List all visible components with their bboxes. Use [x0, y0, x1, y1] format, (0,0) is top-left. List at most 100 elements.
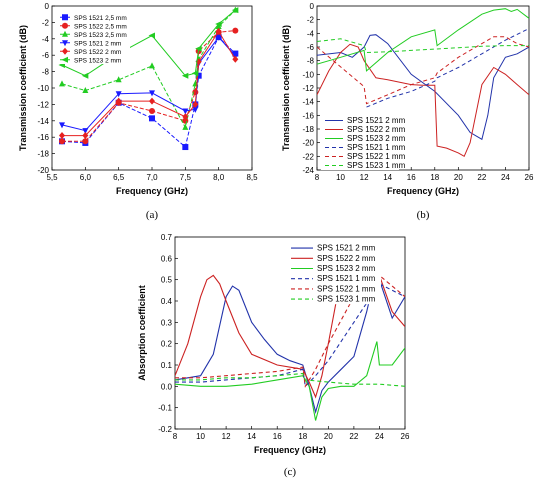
panel-c-x-tick-label: 24: [375, 432, 384, 441]
panel-c-legend-label-3: SPS 1521 1 mm: [317, 274, 376, 283]
panel-b-y-tick-label: -10: [302, 70, 314, 79]
panel-c-x-tick-label: 14: [247, 432, 256, 441]
panel-a-series-3-point: [182, 108, 189, 115]
panel-c-y-tick-label: -0.2: [158, 425, 172, 434]
panel-a-series-3-point: [115, 91, 122, 98]
panel-c-y-tick-label: 0.6: [161, 254, 173, 263]
panel-b-x-tick-label: 26: [525, 173, 534, 182]
panel-b-legend-label-4: SPS 1522 1 mm: [347, 152, 406, 161]
panel-b-series-line-2: [317, 8, 529, 72]
panel-c-series-line-5: [175, 372, 405, 387]
panel-a-series-3-point: [59, 122, 65, 129]
panel-a-series-1-point: [59, 138, 65, 145]
panel-b-y-tick-label: -12: [302, 84, 314, 93]
panel-a-y-tick-label: -2: [42, 18, 50, 27]
panel-c-x-tick-label: 16: [273, 432, 282, 441]
panel-b-x-tick-label: 10: [336, 173, 345, 182]
panel-a-y-tick-label: -4: [42, 35, 50, 44]
panel-c-y-axis-label: Absorption coefficient: [137, 285, 147, 381]
panel-a-y-axis-label: Transmission coefficient (dB): [18, 25, 28, 151]
panel-c-legend-label-1: SPS 1522 2 mm: [317, 254, 376, 263]
panel-c-x-tick-label: 20: [324, 432, 333, 441]
panel-c-legend-label-5: SPS 1523 1 mm: [317, 295, 376, 304]
panel-b-y-tick-label: 0: [310, 2, 315, 11]
panel-a-legend-label-2: SPS 1523 2,5 mm: [74, 32, 127, 39]
panel-c-x-tick-label: 10: [196, 432, 205, 441]
panel-a-series-5-point: [215, 21, 222, 28]
panel-a-series-5-point: [191, 70, 199, 77]
panel-a-series-4-point: [192, 100, 199, 108]
panel-a-series-0-point: [149, 115, 155, 122]
panel-a-legend-label-4: SPS 1522 2 mm: [74, 49, 121, 56]
panel-c-series-line-3: [175, 283, 405, 388]
panel-a-legend-marker-4: [62, 47, 68, 55]
panel-b-x-tick-label: 12: [360, 173, 369, 182]
panel-b-series-line-1: [317, 43, 529, 158]
panel-a-legend-marker-2: [62, 30, 68, 37]
panel-c-y-tick-label: 0.5: [161, 276, 173, 285]
panel-b-legend-label-1: SPS 1522 2 mm: [347, 125, 406, 134]
panel-a-legend-marker-5: [61, 56, 68, 63]
panel-a-series-4-point: [215, 27, 222, 35]
panel-a-x-tick-label: 6,5: [113, 173, 125, 182]
panel-a-caption-label: (a): [146, 209, 159, 221]
panel-b-y-tick-label: -18: [302, 125, 314, 134]
panel-a-legend-label-0: SPS 1521 2,5 mm: [74, 15, 127, 22]
panel-c-x-tick-label: 18: [298, 432, 307, 441]
panel-a-x-tick-label: 7,0: [146, 173, 158, 182]
panel-a-legend-marker-0: [62, 14, 68, 21]
panel-a-y-tick-label: -6: [42, 51, 50, 60]
panel-a-y-tick-label: -14: [37, 117, 49, 126]
panel-b-x-tick-label: 18: [430, 173, 439, 182]
panel-b-x-tick-label: 24: [501, 173, 510, 182]
panel-a-x-tick-label: 5,5: [46, 173, 58, 182]
panel-a-series-5-point: [195, 45, 202, 52]
panel-b-series-line-4: [317, 36, 529, 105]
panel-a-series-5-point: [148, 32, 155, 39]
panel-c-y-tick-label: 0.1: [161, 361, 173, 370]
panel-a-x-tick-label: 8,0: [213, 173, 225, 182]
panel-a-y-tick-label: -10: [37, 84, 49, 93]
panel-a-y-tick-label: -12: [37, 100, 49, 109]
panel-a-y-tick-label: -18: [37, 150, 49, 159]
panel-a-series-4-point: [115, 97, 122, 105]
panel-a-series-4-point: [149, 97, 155, 105]
panel-a-legend-label-3: SPS 1521 2 mm: [74, 40, 121, 47]
panel-a-series-1-point: [82, 138, 89, 145]
panel-a-series-2-point: [215, 23, 222, 29]
panel-c-y-tick-label: -0.1: [158, 404, 172, 413]
panel-a-x-tick-label: 6,0: [80, 173, 92, 182]
panel-c-legend-box: [287, 239, 381, 305]
panel-b-y-tick-label: -22: [302, 152, 314, 161]
panel-b-legend-label-3: SPS 1521 1 mm: [347, 143, 406, 152]
panel-a-series-5-point: [81, 72, 89, 79]
panel-a-series-1-point: [149, 107, 155, 114]
panel-c-y-tick-label: 0.2: [161, 340, 173, 349]
panel-a-series-2-point: [59, 80, 65, 87]
panel-b-legend-label-5: SPS 1523 1 mm: [347, 161, 406, 170]
panel-c-x-tick-label: 26: [401, 432, 410, 441]
panel-b-y-tick-label: -2: [307, 16, 315, 25]
panel-b-series-group: [317, 8, 529, 158]
panel-a-x-axis-label: Frequency (GHz): [116, 186, 188, 196]
panel-c-x-tick-label: 22: [349, 432, 358, 441]
panel-b-x-tick-label: 16: [407, 173, 416, 182]
panel-b-legend-box: [321, 112, 399, 170]
panel-c-legend-label-2: SPS 1523 2 mm: [317, 264, 376, 273]
panel-c-series-line-2: [175, 341, 405, 421]
panel-b-legend-label-2: SPS 1523 2 mm: [347, 134, 406, 143]
panel-a-y-tick-label: 0: [45, 2, 50, 11]
panel-a-series-3-point: [82, 128, 89, 135]
panel-a-legend-label-1: SPS 1522 2,5 mm: [74, 23, 127, 30]
panel-b-x-tick-label: 22: [477, 173, 486, 182]
panel-c-x-tick-label: 12: [222, 432, 231, 441]
panel-c-caption-label: (c): [284, 466, 297, 478]
panel-c-x-tick-label: 8: [173, 432, 178, 441]
panel-a-series-4-point: [59, 132, 65, 140]
panel-a-series-0-point: [195, 72, 202, 79]
panel-b-y-tick-label: -24: [302, 166, 314, 175]
panel-b-x-tick-label: 8: [315, 173, 320, 182]
panel-c-y-tick-label: 0.0: [161, 382, 173, 391]
panel-a-series-4-point: [182, 113, 189, 121]
